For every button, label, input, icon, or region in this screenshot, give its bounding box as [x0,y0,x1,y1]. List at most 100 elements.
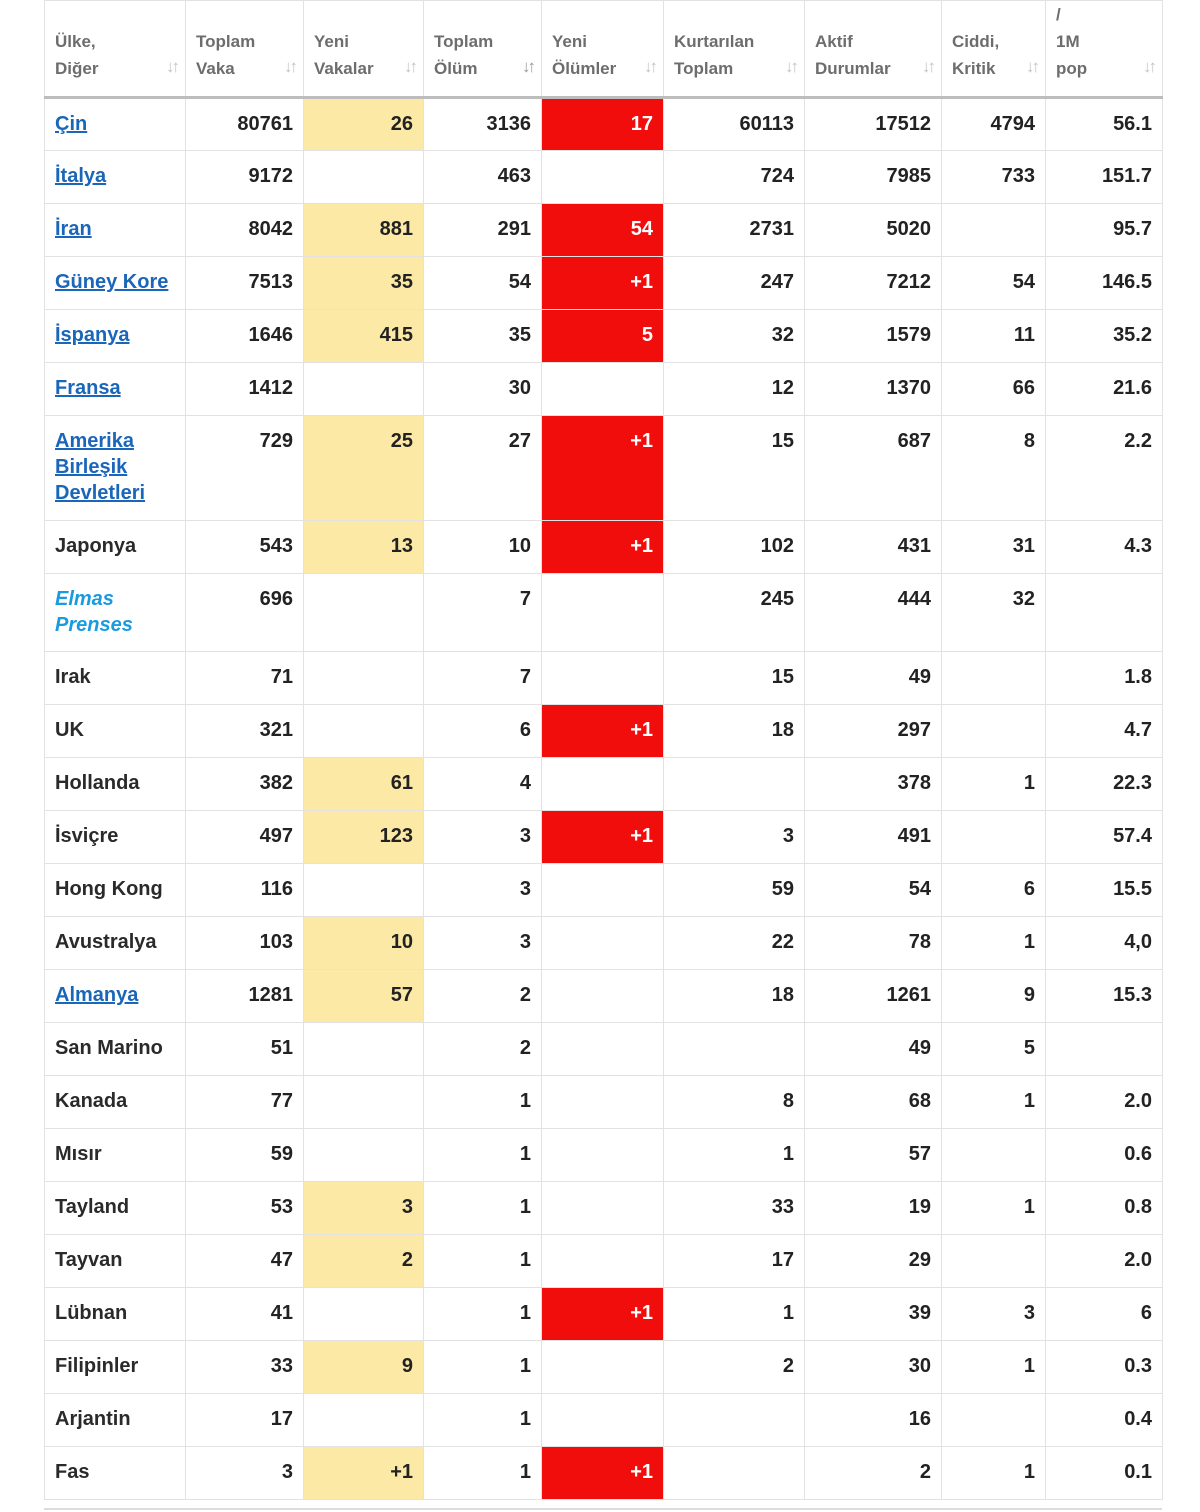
cell-new-cases: 10 [303,916,424,970]
cell-per-1m-value [1046,574,1162,586]
col-header-new-deaths[interactable]: Yeni Ölümler ↓↑ [541,0,664,99]
country-link[interactable]: İtalya [55,165,107,187]
cell-new-cases [303,573,424,652]
cell-total-cases-value: 33 [270,1355,293,1377]
cell-total-cases: 9172 [185,150,304,204]
cell-serious-critical: 11 [941,309,1046,363]
cell-total-recovered: 3 [663,810,805,864]
cell-country: Hong Kong [44,863,186,917]
sort-arrows-icon[interactable]: ↓↑ [785,57,799,76]
country-link[interactable]: Elmas Prenses [55,588,133,636]
sort-arrows-icon[interactable]: ↓↑ [644,57,658,76]
cell-serious-critical: 1 [941,916,1046,970]
cell-active-cases-value: 431 [897,535,931,557]
cell-new-cases-value: 3 [401,1196,413,1218]
header-row: Ülke, Diğer ↓↑ Toplam Vaka ↓↑ Yeni Vakalar… [44,0,1163,99]
cell-per-1m [1045,573,1163,652]
table-row: Güney Kore 7513 35 54 +1 247 7212 54 146.5 [44,256,1163,310]
cell-country: Fransa [44,362,186,416]
cell-total-recovered-value [664,1023,804,1035]
cell-new-cases-value [304,864,423,876]
sort-arrows-icon[interactable]: ↓↑ [1143,57,1157,76]
col-header-label: Toplam Ölüm [434,32,494,78]
cell-new-cases [303,1287,424,1341]
cell-serious-critical-value [942,652,1045,664]
sort-arrows-icon[interactable]: ↓↑ [522,57,536,76]
cell-country: Almanya [44,969,186,1023]
cell-active-cases: 57 [804,1128,942,1182]
country-link[interactable]: Amerika Birleşik Devletleri [55,430,146,504]
cell-new-deaths [541,1181,664,1235]
cell-new-cases-value [304,1076,423,1088]
cell-per-1m-value: 15.3 [1113,984,1152,1006]
cell-serious-critical [941,651,1046,705]
cell-total-recovered: 17 [663,1234,805,1288]
country-link[interactable]: İspanya [55,324,130,346]
table-row: Lübnan 41 1 +1 1 39 3 6 [44,1287,1163,1341]
cell-active-cases: 17512 [804,97,942,151]
cell-total-cases-value: 71 [270,666,293,688]
col-header-active-cases[interactable]: Aktif Durumlar ↓↑ [804,0,942,99]
cell-new-cases: 3 [303,1181,424,1235]
country-link[interactable]: Almanya [55,984,139,1006]
cell-total-deaths: 3 [423,810,542,864]
cell-new-cases [303,362,424,416]
cell-total-cases-value: 17 [270,1408,293,1430]
cell-total-cases: 80761 [185,97,304,151]
cell-total-deaths: 1 [423,1446,542,1500]
cell-new-cases: 415 [303,309,424,363]
col-header-per-1m[interactable]: / 1M pop ↓↑ [1045,0,1163,99]
cell-new-deaths-value: +1 [630,1461,653,1483]
sort-arrows-icon[interactable]: ↓↑ [404,57,418,76]
cell-new-deaths-value [542,1182,663,1194]
sort-arrows-icon[interactable]: ↓↑ [284,57,298,76]
cell-total-deaths-value: 35 [508,324,531,346]
cell-active-cases: 378 [804,757,942,811]
col-header-total-cases[interactable]: Toplam Vaka ↓↑ [185,0,304,99]
cell-new-deaths-value [542,1341,663,1353]
cell-serious-critical-value: 54 [1012,271,1035,293]
cell-serious-critical-value: 6 [1023,878,1035,900]
sort-arrows-icon[interactable]: ↓↑ [1026,57,1040,76]
cell-total-deaths-value: 291 [497,218,531,240]
cell-total-recovered-value: 60113 [739,113,794,135]
country-link[interactable]: İran [55,218,92,240]
cell-new-cases-value: 9 [401,1355,413,1377]
col-header-total-recovered[interactable]: Kurtarılan Toplam ↓↑ [663,0,805,99]
cell-total-deaths-value: 2 [519,1037,531,1059]
cell-active-cases-value: 491 [897,825,931,847]
cell-total-deaths-value: 54 [508,271,531,293]
cell-per-1m: 0.8 [1045,1181,1163,1235]
cell-per-1m: 2.0 [1045,1234,1163,1288]
cell-active-cases: 1370 [804,362,942,416]
table-row: San Marino 51 2 49 5 [44,1022,1163,1076]
cell-total-cases-value: 80761 [237,113,293,135]
country-link[interactable]: Çin [55,113,88,135]
cell-per-1m: 4,0 [1045,916,1163,970]
cell-per-1m: 151.7 [1045,150,1163,204]
cell-serious-critical-value [942,1394,1045,1406]
country-link[interactable]: Güney Kore [55,271,169,293]
cell-total-cases-value: 53 [270,1196,293,1218]
cell-total-recovered-value: 8 [782,1090,794,1112]
cell-new-deaths-value: 54 [630,218,653,240]
cell-serious-critical-value: 1 [1023,931,1035,953]
cell-total-recovered: 33 [663,1181,805,1235]
cell-total-cases: 729 [185,415,304,521]
country-label: Avustralya [55,931,157,953]
cell-per-1m-value: 15.5 [1113,878,1152,900]
cell-new-deaths-value [542,574,663,586]
cell-new-cases-value: 25 [390,430,413,452]
cell-total-deaths-value: 1 [519,1408,531,1430]
country-link[interactable]: Fransa [55,377,121,399]
cell-serious-critical [941,1128,1046,1182]
cell-active-cases-value: 29 [908,1249,931,1271]
cell-active-cases: 1261 [804,969,942,1023]
sort-arrows-icon[interactable]: ↓↑ [166,57,180,76]
col-header-serious-critical[interactable]: Ciddi, Kritik ↓↑ [941,0,1046,99]
cell-new-deaths [541,757,664,811]
col-header-total-deaths[interactable]: Toplam Ölüm ↓↑ [423,0,542,99]
col-header-new-cases[interactable]: Yeni Vakalar ↓↑ [303,0,424,99]
col-header-country[interactable]: Ülke, Diğer ↓↑ [44,0,186,99]
sort-arrows-icon[interactable]: ↓↑ [922,57,936,76]
